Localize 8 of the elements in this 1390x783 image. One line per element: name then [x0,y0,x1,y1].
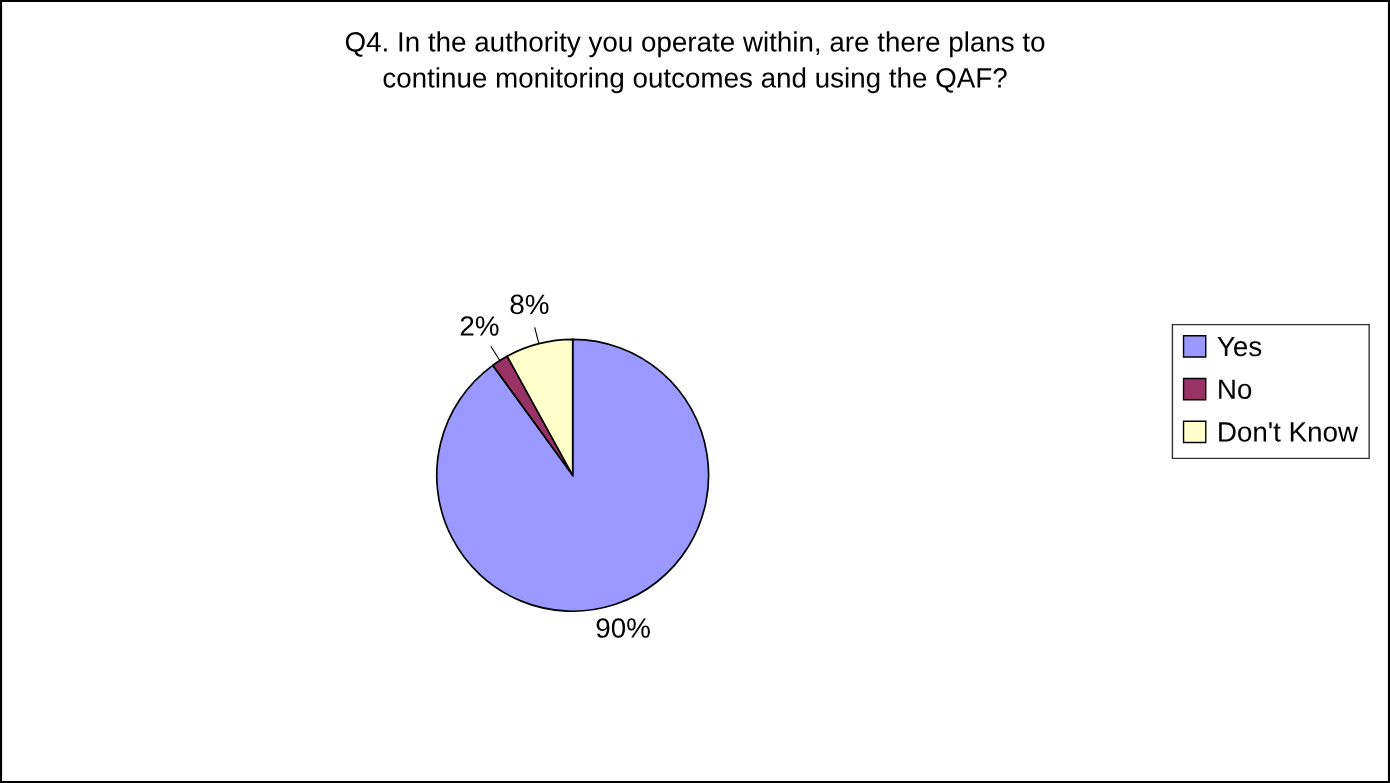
legend-label: No [1219,379,1252,400]
legend-label: Don't Know [1219,422,1359,442]
data-label: 8% [510,294,549,315]
data-label: 90% [596,618,650,638]
pie-slice [435,338,710,613]
legend-label: Yes [1217,336,1262,357]
chart-title: Q4. In the authority you operate within, are there plans to continue monitoring outcomes and using the QAF? [345,31,1045,94]
data-label: 2% [460,316,499,336]
